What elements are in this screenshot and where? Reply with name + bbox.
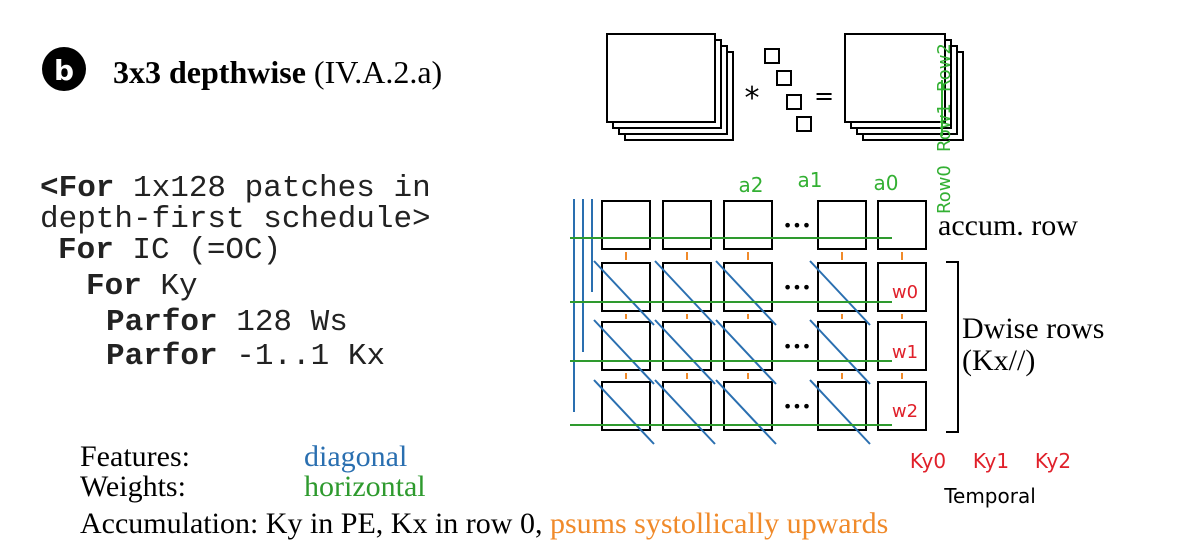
- code-line-2: depth-first schedule>: [40, 202, 431, 237]
- pe-box-r0-c1: [662, 200, 712, 250]
- heading-title: 3x3 depthwise: [113, 54, 306, 90]
- feature-diagonal-r2-c3: [809, 379, 871, 445]
- pe-box-r3-c3: [817, 381, 867, 431]
- pe-box-r1-c2: [723, 262, 773, 312]
- dwise-rows-bracket: [946, 261, 959, 433]
- heading-ref: (IV.A.2.a): [314, 54, 442, 90]
- activation-label-a1: a1: [798, 168, 823, 192]
- pe-ellipsis-r1: •••: [783, 278, 811, 297]
- code-line-5: Parfor 128 Ws: [106, 305, 348, 340]
- pe-ellipsis-r0: •••: [783, 216, 811, 235]
- code-line-6: Parfor -1..1 Kx: [106, 339, 385, 374]
- activation-label-a2: a2: [739, 173, 764, 197]
- code-line-1: <For 1x128 patches in: [40, 171, 431, 206]
- legend-accum-line: Accumulation: Ky in PE, Kx in row 0, psu…: [80, 507, 888, 540]
- row-label-2: Row2: [934, 43, 955, 92]
- row-label-0: Row0: [934, 165, 955, 214]
- section-heading: 3x3 depthwise (IV.A.2.a): [113, 54, 442, 90]
- legend-accum-value: Ky in PE, Kx in row 0,: [266, 507, 543, 540]
- multiply-operator: *: [745, 81, 760, 116]
- pe-array: ••• ••• ••• •••: [570, 199, 927, 445]
- feature-diagonal-r0-c1: [654, 260, 716, 326]
- feature-diagonal-r2-c1: [654, 379, 716, 445]
- temporal-label: Temporal: [943, 484, 1036, 508]
- feature-diagonal-r1-c2: [715, 319, 777, 385]
- code-line-3: For IC (=OC): [58, 233, 281, 268]
- pe-box-r2-c0: [601, 321, 651, 371]
- pe-box-r1-c1: [662, 262, 712, 312]
- pe-box-r2-c2: [723, 321, 773, 371]
- input-tensor-stack: [606, 33, 734, 141]
- feature-diagonal-r0-c3: [809, 260, 871, 326]
- feature-diagonal-r1-c0: [593, 319, 655, 385]
- weight-label-w2: w2: [892, 401, 918, 422]
- pe-box-r2-c3: [817, 321, 867, 371]
- output-tensor-stack: [844, 33, 964, 141]
- row-label-1: Row1: [934, 103, 955, 152]
- ky1-label: Ky1: [973, 449, 1009, 473]
- dwise-rows-label: Dwise rows: [962, 312, 1105, 345]
- dwise-rows-sublabel: (Kx//): [962, 344, 1035, 377]
- badge-circle: [42, 47, 86, 91]
- pe-box-r3-c1: [662, 381, 712, 431]
- pe-ellipsis-r2: •••: [783, 337, 811, 356]
- pe-box-r0-c4: [877, 200, 927, 250]
- pe-box-r1-c0: [601, 262, 651, 312]
- weight-label-w1: w1: [892, 342, 918, 363]
- pe-box-r2-c1: [662, 321, 712, 371]
- feature-diagonal-r0-c2: [715, 260, 777, 326]
- legend-features-key: Features:: [80, 440, 190, 473]
- code-line-4: For Ky: [86, 269, 198, 304]
- activation-label-a0: a0: [874, 171, 899, 195]
- pe-box-r0-c3: [817, 200, 867, 250]
- pe-box-r0-c0: [601, 200, 651, 250]
- kernel-boxes: [764, 48, 812, 132]
- feature-diagonal-r0-c0: [593, 260, 655, 326]
- pe-ellipsis-r3: •••: [783, 397, 811, 416]
- legend-accum-key: Accumulation:: [80, 507, 258, 540]
- pe-box-r3-c4: [877, 381, 927, 431]
- feature-diagonal-r1-c3: [809, 319, 871, 385]
- feature-diagonal-r2-c0: [593, 379, 655, 445]
- weight-label-w0: w0: [892, 282, 918, 303]
- accum-row-label: accum. row: [938, 209, 1078, 242]
- ky2-label: Ky2: [1035, 449, 1071, 473]
- pe-box-r3-c0: [601, 381, 651, 431]
- pe-box-r1-c3: [817, 262, 867, 312]
- legend-weights-value: horizontal: [304, 470, 426, 503]
- badge-letter: b: [54, 54, 74, 87]
- pe-box-r0-c2: [723, 200, 773, 250]
- ky0-label: Ky0: [910, 449, 946, 473]
- feature-diagonal-r2-c2: [715, 379, 777, 445]
- pe-box-r3-c2: [723, 381, 773, 431]
- legend: Features: diagonal Weights: horizontal A…: [80, 440, 888, 540]
- legend-accum-psums: psums systollically upwards: [550, 507, 888, 540]
- pseudocode-block: <For 1x128 patches in depth-first schedu…: [40, 171, 431, 374]
- legend-weights-key: Weights:: [80, 470, 186, 503]
- legend-features-value: diagonal: [304, 440, 407, 473]
- feature-diagonal-r1-c1: [654, 319, 716, 385]
- equals-operator: =: [814, 82, 834, 110]
